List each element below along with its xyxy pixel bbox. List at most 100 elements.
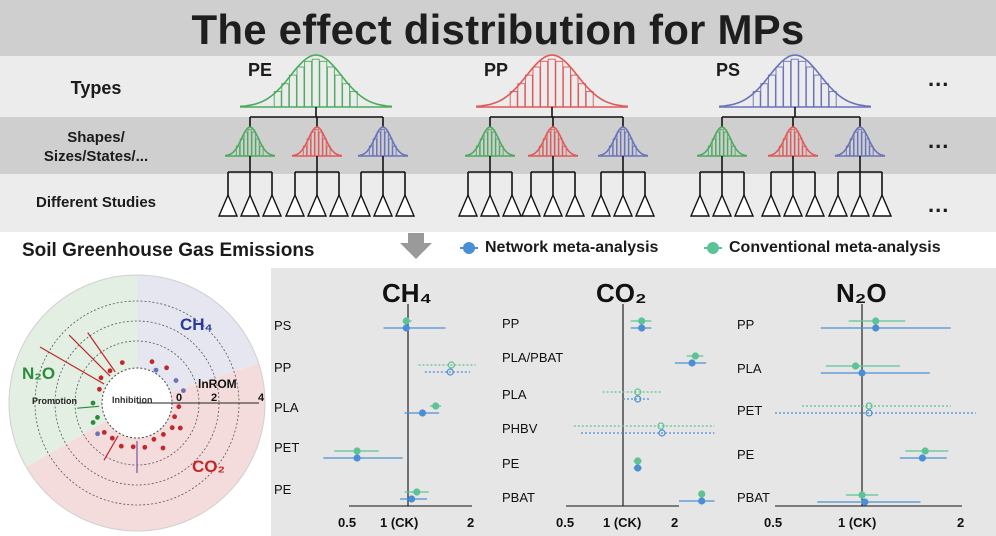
- row-label-studies: Different Studies: [35, 194, 156, 211]
- circle-ch4-label: CH₄: [180, 315, 213, 334]
- title-band: [0, 0, 996, 56]
- network-point: [446, 368, 454, 376]
- data-point: [107, 368, 113, 374]
- bell-curve: [464, 126, 516, 157]
- study-triangle: [372, 193, 394, 217]
- study-label: PHBV: [502, 421, 538, 436]
- circle-tick-4: 4: [258, 392, 265, 404]
- network-point: [638, 324, 646, 332]
- data-point: [142, 444, 148, 450]
- histogram-bar: [311, 58, 320, 108]
- histogram-bar: [624, 131, 629, 157]
- histogram-bar: [865, 138, 870, 157]
- data-point: [161, 432, 166, 437]
- bell-curve: [527, 126, 579, 157]
- circle-promotion-label: Promotion: [32, 396, 77, 406]
- histogram-bar: [319, 60, 328, 108]
- data-point: [151, 436, 157, 442]
- studies-band: [0, 174, 996, 232]
- histogram-bar: [546, 131, 551, 157]
- histogram-bar: [310, 131, 315, 157]
- network-point: [418, 409, 427, 417]
- study-label: PP: [502, 316, 520, 331]
- network-point: [865, 409, 873, 417]
- shapes-band: [0, 117, 996, 174]
- histogram-bar: [509, 91, 518, 108]
- study-label: PET: [737, 403, 763, 418]
- more-studies-ellipsis: ...: [928, 192, 950, 217]
- conventional-point: [413, 488, 421, 496]
- histogram-bar: [326, 66, 335, 108]
- forest-plot-panel: [271, 268, 996, 536]
- tick-label: 2: [671, 515, 679, 530]
- histogram-bar: [495, 138, 500, 157]
- data-point: [164, 365, 170, 371]
- study-triangle: [239, 193, 261, 217]
- histogram-bar: [547, 58, 556, 108]
- histogram-bar: [550, 128, 555, 157]
- conventional-point: [634, 388, 642, 396]
- circular-plot: [8, 274, 266, 532]
- histogram-bar: [388, 138, 393, 157]
- conventional-point: [353, 447, 361, 455]
- histogram-bar: [620, 128, 625, 157]
- histogram-bar: [562, 66, 571, 108]
- histogram-bar: [727, 138, 732, 157]
- error-spike: [87, 332, 116, 373]
- network-point: [698, 497, 706, 505]
- tick-label: 2: [957, 515, 965, 530]
- conventional-point: [634, 457, 642, 465]
- data-point: [169, 425, 175, 431]
- histogram-bar: [555, 60, 564, 108]
- study-label: PP: [737, 317, 755, 332]
- data-point: [109, 435, 115, 441]
- histogram-bar: [794, 131, 799, 157]
- study-triangle: [520, 193, 542, 217]
- type-distribution: [239, 54, 393, 108]
- study-label: PLA: [274, 400, 299, 415]
- more-shapes-ellipsis: ...: [928, 128, 950, 153]
- bell-curve: [718, 54, 872, 108]
- study-triangle: [612, 193, 634, 217]
- histogram-bar: [715, 131, 720, 157]
- conventional-point: [872, 317, 880, 325]
- panel-title-n2o: N₂O: [836, 278, 887, 308]
- data-point: [97, 386, 102, 392]
- study-triangle: [849, 193, 871, 217]
- subgroup-distribution: [696, 126, 748, 157]
- type-distribution: [718, 54, 872, 108]
- subgroup-distribution: [357, 126, 409, 157]
- histogram-bar: [487, 128, 492, 157]
- histogram-bar: [318, 131, 323, 157]
- network-point: [408, 495, 416, 503]
- circle-inhibition-label: Inhibition: [112, 395, 153, 405]
- histogram-bar: [314, 128, 319, 157]
- histogram-bar: [247, 128, 252, 157]
- row-label-shapes: Shapes/ Sizes/States/...: [43, 129, 149, 165]
- histogram-bar: [255, 138, 260, 157]
- histogram-bar: [861, 131, 866, 157]
- histogram-bar: [288, 74, 297, 108]
- histogram-bar: [540, 60, 549, 108]
- ch4-sector: [137, 275, 259, 403]
- histogram-bar: [719, 128, 724, 157]
- bell-curve: [357, 126, 409, 157]
- circle-tick-0: 0: [176, 392, 183, 404]
- conventional-point: [691, 352, 699, 360]
- network-point: [861, 498, 869, 506]
- histogram-bar: [798, 60, 807, 108]
- legend-network-label: Network meta-analysis: [485, 239, 659, 256]
- study-triangle: [564, 193, 586, 217]
- n2o-sector: [9, 275, 137, 467]
- network-point: [402, 324, 410, 332]
- section-title: Soil Greenhouse Gas Emissions: [22, 240, 315, 261]
- histogram-bar: [723, 131, 728, 157]
- bell-curve: [834, 126, 886, 157]
- histogram-bar: [376, 131, 381, 157]
- panel-title-co2: CO₂: [596, 278, 647, 308]
- data-point: [160, 445, 166, 451]
- data-point: [181, 388, 186, 393]
- conventional-point: [638, 317, 646, 325]
- down-arrow-icon: [400, 233, 432, 259]
- data-point: [95, 431, 100, 437]
